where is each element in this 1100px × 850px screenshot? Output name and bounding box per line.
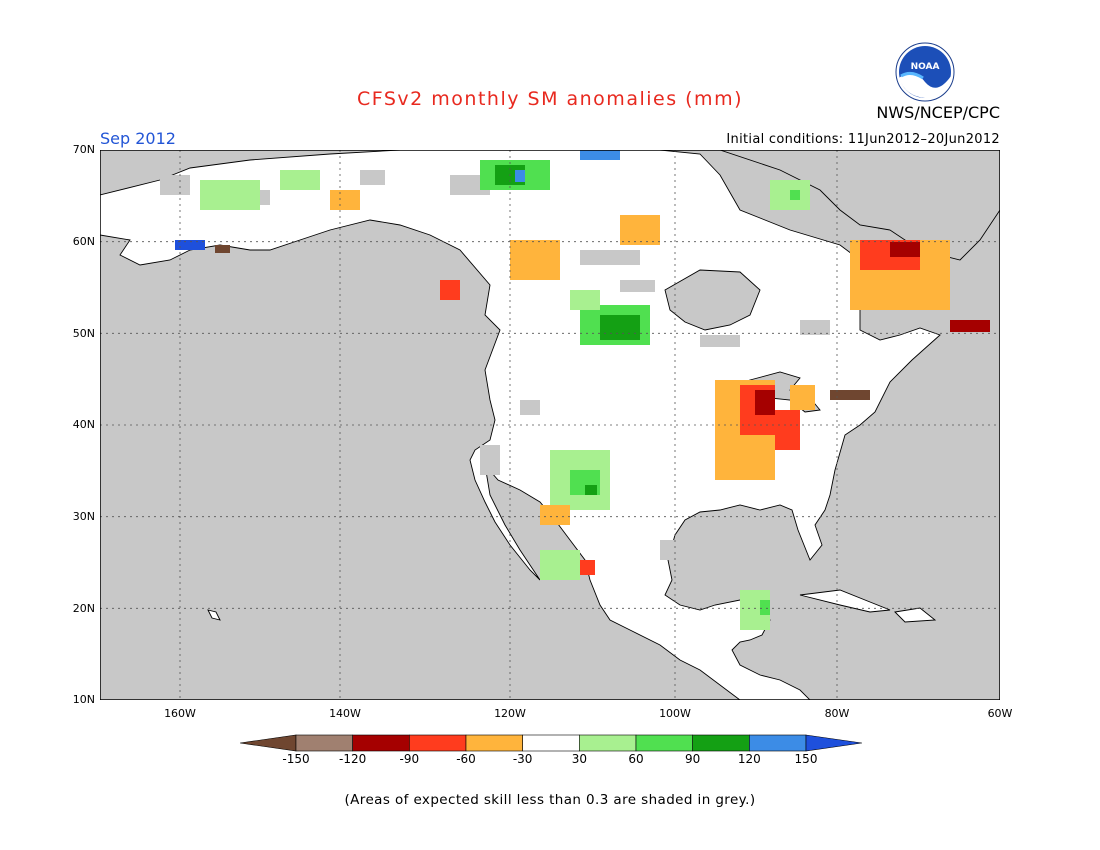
colorbar-tick-label: 150: [794, 752, 818, 766]
lat-label: 60N: [72, 235, 95, 248]
colorbar-segment: [295, 734, 353, 752]
lon-label: 80W: [824, 707, 850, 720]
noaa-logo: NOAA: [895, 42, 955, 102]
anomaly-cells: [175, 150, 990, 630]
colorbar-tick-label: 30: [571, 752, 587, 766]
chart-title: CFSv2 monthly SM anomalies (mm): [356, 88, 743, 110]
lon-label: 140W: [329, 707, 361, 720]
colorbar-segment: [749, 734, 807, 752]
hawaii-land: [207, 609, 221, 621]
colorbar-tick-label: -120: [339, 752, 367, 766]
initial-conditions: Initial conditions: 11Jun2012–20Jun2012: [726, 132, 1000, 147]
hispaniola-land: [894, 607, 937, 623]
forecast-month: Sep 2012: [100, 129, 176, 148]
cuba-land: [799, 589, 891, 613]
lat-label: 10N: [72, 693, 95, 706]
colorbar-segment: [240, 734, 297, 752]
footnote: (Areas of expected skill less than 0.3 a…: [344, 792, 756, 808]
lon-label: 100W: [659, 707, 691, 720]
colorbar-tick-label: -90: [399, 752, 420, 766]
lon-label: 160W: [164, 707, 196, 720]
lat-label: 70N: [72, 143, 95, 156]
lat-label: 50N: [72, 327, 95, 340]
colorbar-segment: [465, 734, 523, 752]
colorbar-segment: [409, 734, 467, 752]
colorbar-tick-label: -30: [512, 752, 533, 766]
lon-label: 60W: [987, 707, 1013, 720]
colorbar-tick-label: 90: [685, 752, 701, 766]
colorbar-segment: [805, 734, 862, 752]
lon-label: 120W: [494, 707, 526, 720]
colorbar-segment: [352, 734, 410, 752]
logo-text: NOAA: [911, 62, 940, 72]
lat-label: 20N: [72, 602, 95, 615]
colorbar-tick-label: 120: [737, 752, 761, 766]
colorbar-segment: [692, 734, 750, 752]
colorbar-segment: [635, 734, 693, 752]
lat-label: 30N: [72, 510, 95, 523]
lat-label: 40N: [72, 418, 95, 431]
hudson-bay: [664, 269, 761, 331]
agency-label: NWS/NCEP/CPC: [876, 103, 1000, 122]
colorbar-segment: [522, 734, 580, 752]
colorbar: [240, 734, 862, 752]
colorbar-tick-label: -150: [282, 752, 310, 766]
anomaly-map: [100, 150, 1000, 700]
colorbar-segment: [579, 734, 637, 752]
graticule: [100, 150, 1000, 700]
colorbar-tick-label: -60: [456, 752, 476, 766]
colorbar-tick-label: 60: [628, 752, 644, 766]
